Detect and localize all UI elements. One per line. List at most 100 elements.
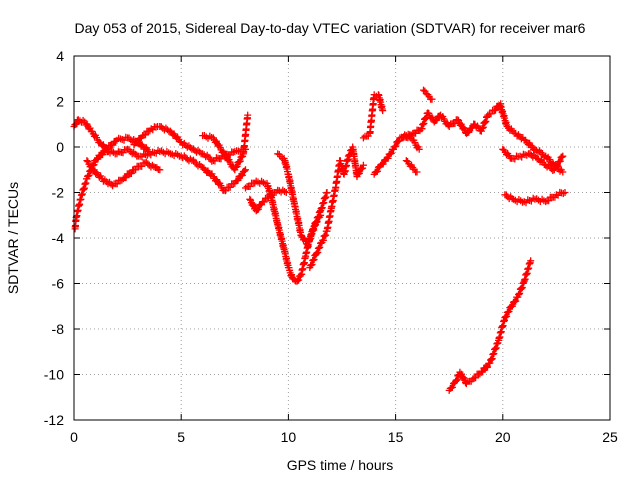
- data-point: [234, 150, 236, 153]
- data-point: [373, 173, 375, 176]
- data-point: [502, 148, 504, 151]
- series-trace-q: [499, 145, 567, 174]
- data-point: [122, 178, 125, 180]
- y-tick-label: 0: [56, 139, 64, 155]
- data-point: [330, 207, 333, 210]
- data-point: [300, 273, 303, 276]
- series-markers: [402, 157, 421, 176]
- data-point: [499, 105, 502, 107]
- data-point: [480, 371, 483, 374]
- data-point: [86, 159, 88, 162]
- data-point: [465, 132, 468, 135]
- series-markers: [445, 257, 535, 394]
- data-point: [105, 148, 107, 151]
- data-point: [474, 123, 476, 126]
- data-point: [141, 134, 144, 137]
- data-point: [158, 150, 161, 153]
- data-point: [392, 148, 395, 151]
- y-axis-label: SDTVAR / TECUs: [5, 182, 21, 294]
- data-point: [517, 296, 519, 298]
- data-point: [137, 155, 140, 157]
- axis-ticks: [73, 55, 611, 421]
- data-point: [379, 164, 382, 166]
- data-point: [426, 112, 429, 114]
- data-point: [480, 130, 483, 132]
- y-tick-labels: -12 -10 -8 -6 -4 -2 0 2 4: [44, 48, 64, 428]
- data-point: [234, 168, 236, 171]
- data-point: [255, 209, 258, 212]
- data-point: [362, 137, 365, 139]
- x-tick-label: 5: [177, 429, 185, 445]
- data-point: [234, 182, 236, 185]
- data-point: [544, 155, 547, 157]
- data-point: [126, 137, 129, 139]
- data-point: [212, 137, 215, 139]
- data-point: [201, 134, 204, 137]
- data-point: [527, 153, 530, 155]
- series-markers: [398, 100, 505, 142]
- series-trace-e: [156, 123, 249, 165]
- data-point: [191, 159, 193, 162]
- chart-title: Day 053 of 2015, Sidereal Day-to-day VTE…: [75, 20, 586, 36]
- data-point: [534, 148, 536, 151]
- data-point: [411, 166, 414, 169]
- data-point: [448, 125, 451, 128]
- data-point: [92, 168, 95, 171]
- data-point: [456, 118, 459, 121]
- data-point: [300, 234, 303, 237]
- data-point: [169, 153, 172, 155]
- data-point: [510, 305, 513, 308]
- data-point: [362, 164, 365, 166]
- data-point: [493, 109, 496, 112]
- data-point: [191, 148, 193, 151]
- data-point: [291, 278, 294, 280]
- data-point: [416, 171, 418, 173]
- y-tick-label: -4: [52, 230, 65, 246]
- data-point: [79, 198, 82, 201]
- x-tick-label: 25: [602, 429, 618, 445]
- data-point: [313, 225, 315, 228]
- data-point: [244, 168, 247, 171]
- data-point: [212, 159, 215, 162]
- data-point: [369, 132, 371, 135]
- data-point: [562, 171, 564, 173]
- data-point: [544, 164, 547, 166]
- data-point: [276, 153, 279, 155]
- data-point: [296, 280, 298, 283]
- data-point: [94, 159, 97, 162]
- data-point: [283, 248, 285, 251]
- series-markers: [156, 123, 249, 165]
- x-tick-label: 15: [388, 429, 404, 445]
- y-tick-label: -12: [44, 412, 64, 428]
- data-point: [306, 244, 309, 246]
- series-markers: [306, 143, 367, 272]
- data-point: [529, 259, 532, 262]
- y-tick-label: -10: [44, 367, 64, 383]
- data-point: [287, 173, 290, 176]
- data-point: [523, 139, 526, 141]
- data-point: [116, 139, 118, 141]
- data-point: [98, 141, 101, 144]
- data-point: [514, 132, 517, 135]
- data-point: [83, 121, 86, 123]
- data-point: [276, 189, 279, 192]
- x-axis-label: GPS time / hours: [287, 457, 394, 473]
- data-point: [116, 153, 118, 155]
- data-point: [223, 189, 225, 192]
- data-point: [433, 121, 435, 123]
- data-point: [111, 184, 114, 187]
- data-point: [381, 109, 384, 112]
- data-point: [519, 155, 521, 157]
- series-markers: [370, 131, 423, 178]
- data-point: [506, 125, 508, 128]
- data-point: [285, 191, 288, 194]
- data-point: [244, 187, 247, 189]
- data-point: [169, 130, 172, 132]
- data-point: [201, 166, 204, 169]
- series-trace-k: [359, 91, 387, 142]
- data-point: [276, 223, 279, 226]
- data-point: [126, 148, 129, 151]
- data-point: [304, 255, 307, 257]
- data-point: [377, 93, 380, 96]
